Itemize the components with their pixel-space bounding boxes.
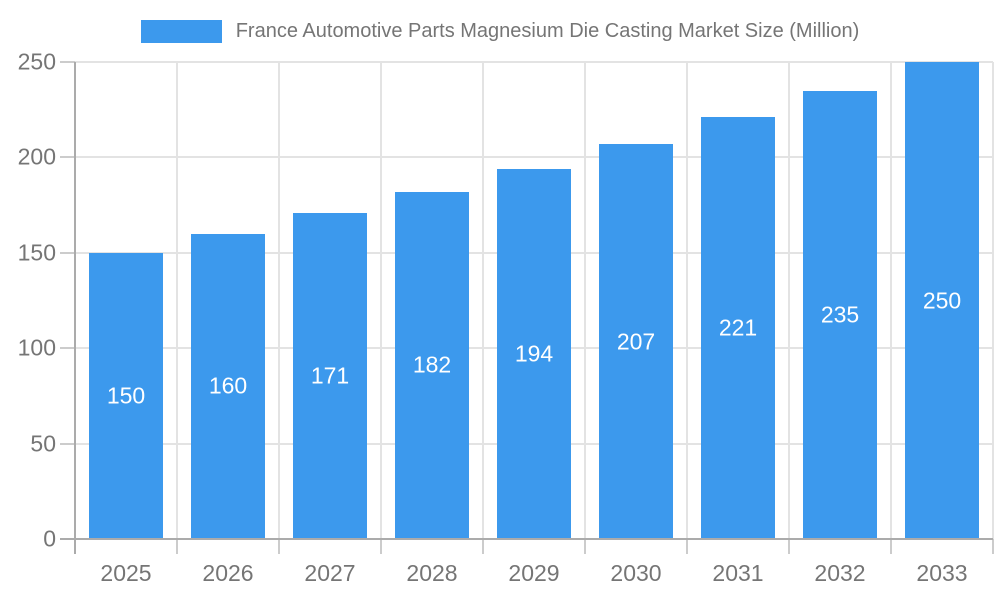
bar[interactable] [905, 62, 979, 539]
x-axis-tick-label: 2028 [406, 560, 458, 586]
grid-line-vertical [992, 62, 994, 539]
x-axis-tick-label: 2027 [304, 560, 356, 586]
y-axis-tick-label: 0 [43, 525, 56, 552]
x-axis-tick-mark [584, 539, 586, 554]
bar-value-label: 221 [718, 314, 758, 341]
grid-line-horizontal [75, 61, 993, 63]
grid-line-vertical [176, 62, 178, 539]
x-axis-tick-mark [890, 539, 892, 554]
y-axis-tick-mark [60, 251, 75, 254]
x-axis-tick-mark [788, 539, 790, 554]
y-axis-tick-mark [60, 61, 75, 63]
y-axis-tick-label: 250 [17, 48, 56, 75]
legend-label: France Automotive Parts Magnesium Die Ca… [235, 20, 860, 42]
y-axis-tick-label: 50 [30, 430, 56, 457]
x-axis-tick-mark [686, 539, 688, 554]
bar[interactable] [191, 233, 265, 539]
bar-value-label: 207 [616, 328, 656, 355]
bar[interactable] [293, 212, 367, 539]
bar[interactable] [803, 90, 877, 539]
grid-line-horizontal [75, 156, 993, 159]
x-axis-tick-label: 2032 [814, 560, 866, 586]
x-axis-tick-mark [380, 539, 382, 554]
y-axis-tick-label: 150 [17, 239, 56, 266]
bar-value-label: 182 [412, 351, 452, 378]
y-axis-tick-label: 100 [17, 334, 56, 361]
x-axis-tick-label: 2033 [916, 560, 968, 586]
bar[interactable] [395, 191, 469, 539]
bar-value-label: 171 [310, 362, 350, 389]
x-axis-tick-mark [278, 539, 280, 554]
y-axis-line [74, 62, 76, 554]
x-axis-line [60, 538, 993, 540]
x-axis-tick-label: 2031 [712, 560, 764, 586]
grid-line-vertical [890, 62, 892, 539]
bar-value-label: 150 [106, 382, 146, 409]
grid-line-vertical [482, 62, 484, 539]
bar-value-label: 235 [820, 301, 860, 328]
grid-line-vertical [788, 62, 790, 539]
y-axis-tick-mark [60, 347, 75, 350]
bar-value-label: 250 [922, 287, 962, 313]
grid-line-vertical [686, 62, 688, 539]
y-axis-tick-mark [60, 442, 75, 445]
x-axis-tick-mark [482, 539, 484, 554]
bar[interactable] [497, 168, 571, 539]
bar[interactable] [89, 252, 163, 539]
bar[interactable] [701, 117, 775, 539]
y-axis-tick-label: 200 [17, 143, 56, 170]
bar-value-label: 194 [514, 340, 554, 367]
x-axis-tick-mark [176, 539, 178, 554]
x-axis-tick-mark [992, 539, 994, 554]
legend-swatch [140, 19, 222, 43]
y-axis-tick-mark [60, 156, 75, 159]
x-axis-tick-label: 2030 [610, 560, 662, 586]
bar-value-label: 160 [208, 372, 248, 399]
grid-line-vertical [278, 62, 280, 539]
legend[interactable]: France Automotive Parts Magnesium Die Ca… [0, 17, 1000, 45]
grid-line-vertical [380, 62, 382, 539]
x-axis-tick-label: 2025 [100, 560, 152, 586]
x-axis-tick-label: 2026 [202, 560, 254, 586]
grid-line-vertical [584, 62, 586, 539]
bar[interactable] [599, 144, 673, 539]
x-axis-tick-label: 2029 [508, 560, 560, 586]
